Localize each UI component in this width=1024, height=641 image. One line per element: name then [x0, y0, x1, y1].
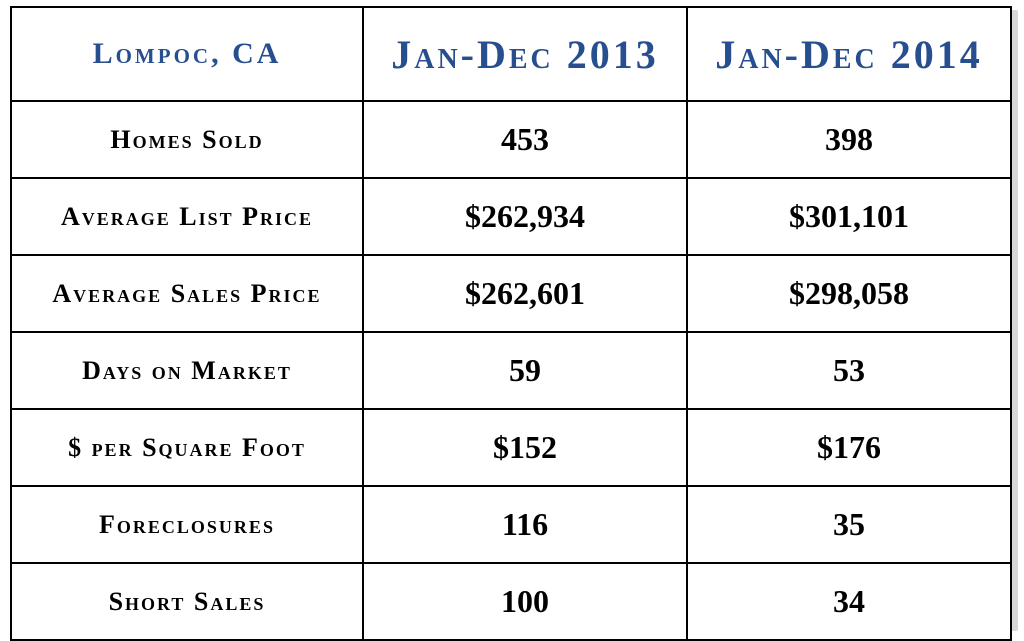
row-label: Foreclosures [99, 510, 275, 539]
row-label-cell: Average Sales Price [11, 255, 363, 332]
value-period1: 59 [509, 352, 541, 388]
header-period-1: Jan-Dec 2013 [363, 7, 687, 101]
value-cell: $298,058 [687, 255, 1011, 332]
value-cell: $262,601 [363, 255, 687, 332]
value-period2: $176 [817, 429, 881, 465]
value-cell: 100 [363, 563, 687, 640]
row-label-cell: Average List Price [11, 178, 363, 255]
row-label-cell: Days on Market [11, 332, 363, 409]
row-label-cell: $ per Square Foot [11, 409, 363, 486]
value-cell: 34 [687, 563, 1011, 640]
value-period2: 34 [833, 583, 865, 619]
value-period1: 453 [501, 121, 549, 157]
row-label-cell: Foreclosures [11, 486, 363, 563]
row-label: Days on Market [82, 356, 292, 385]
value-cell: 116 [363, 486, 687, 563]
row-label: $ per Square Foot [68, 433, 306, 462]
table-header-row: Lompoc, CA Jan-Dec 2013 Jan-Dec 2014 [11, 7, 1011, 101]
value-period2: 35 [833, 506, 865, 542]
period2-label: Jan-Dec 2014 [715, 32, 983, 77]
value-cell: $152 [363, 409, 687, 486]
header-location: Lompoc, CA [11, 7, 363, 101]
table-row: Days on Market 59 53 [11, 332, 1011, 409]
row-label: Average Sales Price [52, 279, 321, 308]
header-period-2: Jan-Dec 2014 [687, 7, 1011, 101]
value-cell: 53 [687, 332, 1011, 409]
row-label: Short Sales [109, 587, 266, 616]
table-row: Short Sales 100 34 [11, 563, 1011, 640]
table-row: Average Sales Price $262,601 $298,058 [11, 255, 1011, 332]
row-label-cell: Short Sales [11, 563, 363, 640]
row-label-cell: Homes Sold [11, 101, 363, 178]
table-container: Lompoc, CA Jan-Dec 2013 Jan-Dec 2014 Hom… [0, 0, 1024, 639]
table-row: Foreclosures 116 35 [11, 486, 1011, 563]
period1-label: Jan-Dec 2013 [391, 32, 659, 77]
value-period2: 53 [833, 352, 865, 388]
value-cell: 453 [363, 101, 687, 178]
value-cell: $262,934 [363, 178, 687, 255]
value-period1: 116 [502, 506, 548, 542]
value-cell: $301,101 [687, 178, 1011, 255]
value-period1: 100 [501, 583, 549, 619]
row-label: Average List Price [61, 202, 313, 231]
row-label: Homes Sold [110, 125, 263, 154]
location-label: Lompoc, CA [93, 37, 282, 70]
value-period2: 398 [825, 121, 873, 157]
comparison-table: Lompoc, CA Jan-Dec 2013 Jan-Dec 2014 Hom… [10, 6, 1012, 641]
value-cell: $176 [687, 409, 1011, 486]
value-period1: $262,934 [465, 198, 585, 234]
value-period2: $298,058 [789, 275, 909, 311]
table-row: Homes Sold 453 398 [11, 101, 1011, 178]
value-period2: $301,101 [789, 198, 909, 234]
value-cell: 398 [687, 101, 1011, 178]
value-period1: $262,601 [465, 275, 585, 311]
value-cell: 59 [363, 332, 687, 409]
value-period1: $152 [493, 429, 557, 465]
table-row: Average List Price $262,934 $301,101 [11, 178, 1011, 255]
value-cell: 35 [687, 486, 1011, 563]
table-row: $ per Square Foot $152 $176 [11, 409, 1011, 486]
